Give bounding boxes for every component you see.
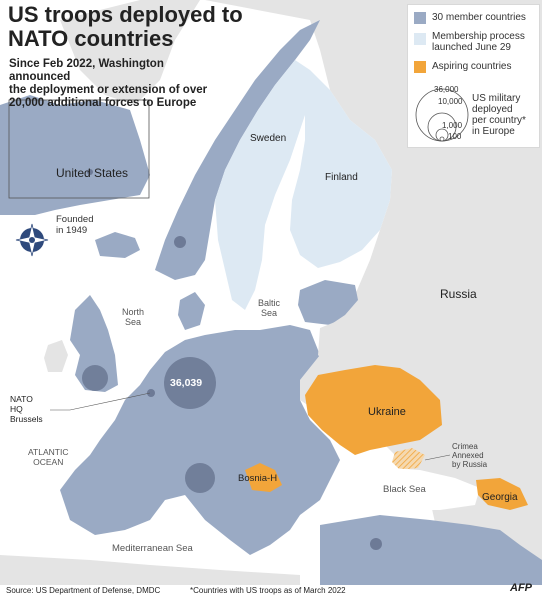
label-germany-value: 36,039	[170, 377, 203, 389]
legend-size-1000: 1,000	[442, 121, 463, 130]
bubble-germany	[164, 357, 216, 409]
legend-size-label: US military deployed per country* in Eur…	[472, 93, 526, 137]
uk	[70, 295, 118, 392]
legend: 30 member countries Membership process l…	[407, 4, 540, 148]
bubble-us	[87, 169, 93, 175]
label-crimea: Crimea Annexed by Russia	[452, 442, 488, 469]
label-med-sea: Mediterranean Sea	[112, 543, 193, 554]
label-ukraine: Ukraine	[368, 406, 406, 418]
legend-size-10000: 10,000	[438, 97, 463, 106]
label-georgia: Georgia	[482, 492, 518, 503]
troop-bubbles	[82, 169, 382, 550]
ukraine	[305, 365, 442, 455]
crimea-leader	[424, 454, 451, 461]
greenland	[60, 0, 200, 105]
norway	[155, 20, 320, 280]
label-nato-hq: NATO HQ Brussels	[10, 394, 43, 424]
label-russia: Russia	[440, 287, 477, 301]
footnote: *Countries with US troops as of March 20…	[190, 586, 346, 595]
bubble-uk	[82, 365, 108, 391]
label-founded: Founded in 1949	[56, 214, 94, 236]
continental-europe	[60, 325, 340, 555]
label-baltic-sea: Baltic Sea	[258, 298, 281, 318]
page-title: US troops deployed to NATO countries	[8, 2, 243, 51]
label-north-sea: North Sea	[122, 307, 145, 327]
label-bosnia: Bosnia-H	[238, 473, 278, 484]
label-black-sea: Black Sea	[383, 484, 426, 495]
north-america	[0, 95, 150, 215]
africa-coast	[0, 555, 300, 585]
nato-emblem-icon	[15, 223, 49, 257]
finland	[290, 70, 392, 268]
label-finland: Finland	[325, 172, 358, 183]
nato-hq-leader	[50, 392, 151, 411]
italy	[195, 468, 262, 552]
us-inset-box	[8, 99, 150, 199]
caucasus-turkey	[320, 515, 542, 585]
bubble-turkey	[370, 538, 382, 550]
legend-size-100: 100	[448, 132, 462, 141]
baltic-states	[298, 280, 358, 325]
bubble-italy	[185, 463, 215, 493]
label-us: United States	[56, 166, 129, 180]
label-sweden: Sweden	[250, 133, 287, 144]
legend-size-circles	[415, 88, 469, 142]
crimea	[392, 448, 425, 470]
belarus	[318, 318, 365, 368]
subtitle: Since Feb 2022, Washington announced the…	[9, 58, 208, 109]
bubble-belgium	[147, 389, 155, 397]
bubble-norway	[174, 236, 186, 248]
georgia	[476, 478, 528, 510]
denmark	[178, 292, 205, 330]
bosnia	[245, 463, 282, 492]
ireland	[44, 340, 68, 372]
iceland	[95, 232, 140, 258]
sweden	[215, 60, 310, 310]
afp-logo: AFP	[510, 582, 532, 594]
black-sea	[355, 468, 480, 510]
legend-size-36000: 36,000	[434, 85, 459, 94]
source-note: Source: US Department of Defense, DMDC	[6, 586, 161, 595]
label-atlantic: ATLANTIC OCEAN	[28, 447, 69, 467]
